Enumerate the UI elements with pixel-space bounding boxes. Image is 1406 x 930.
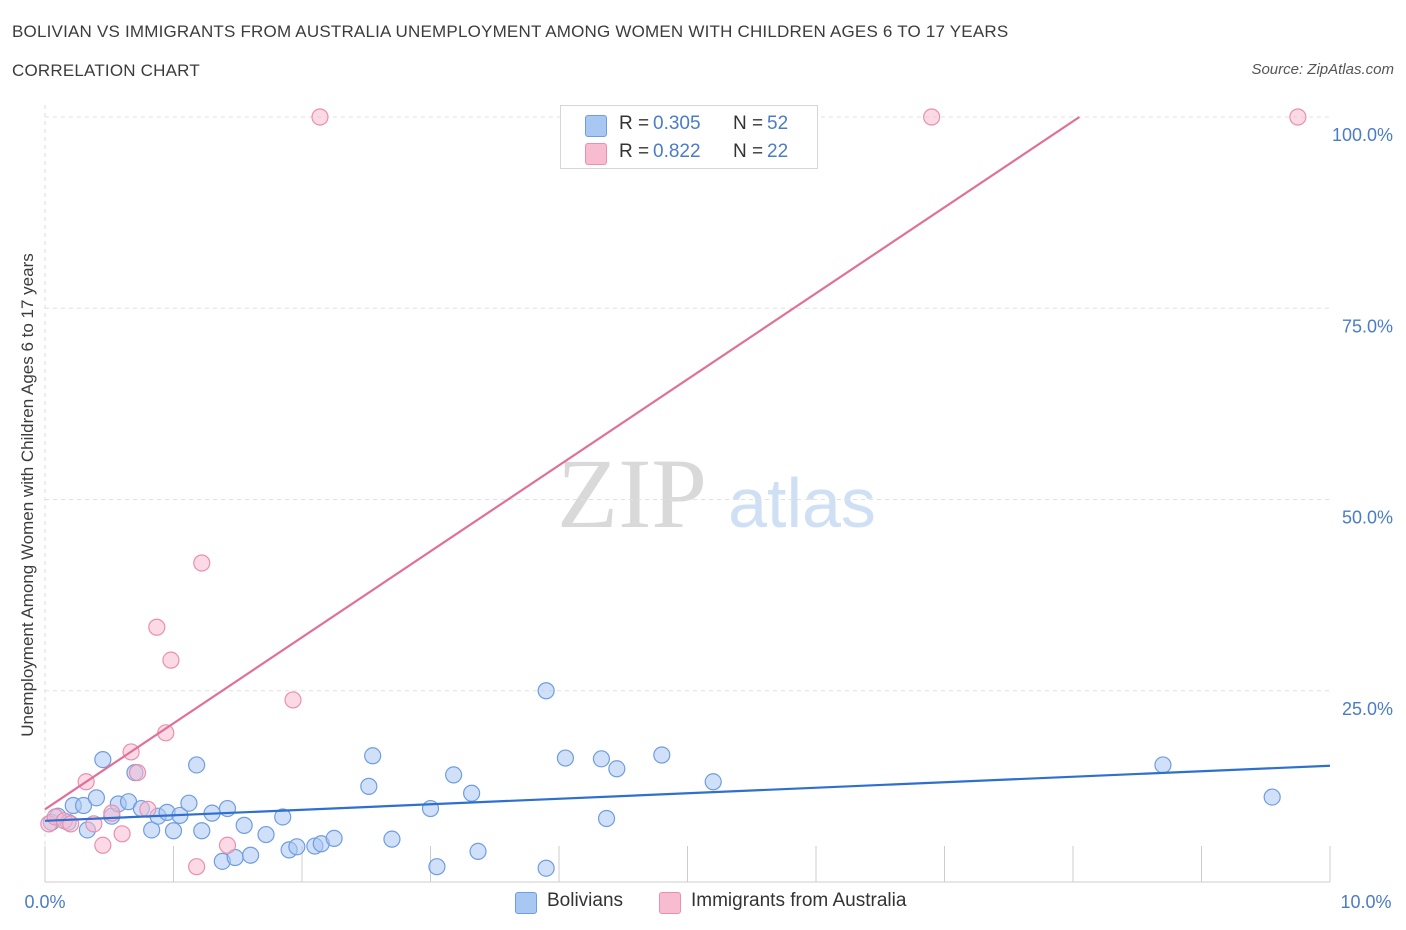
immigrants-australia-trend-line xyxy=(44,116,1081,811)
bolivians-point xyxy=(597,809,616,828)
immigrants-australia-point xyxy=(148,618,166,636)
chart-subtitle: CORRELATION CHART xyxy=(12,61,200,80)
bolivians-point xyxy=(537,859,555,877)
bolivians-point xyxy=(537,682,555,700)
immigrants-australia-point xyxy=(139,800,157,818)
immigrants-australia-point xyxy=(193,554,211,572)
immigrants-australia-point xyxy=(162,651,180,669)
n-label: N = xyxy=(733,113,764,134)
immigrants-australia-point xyxy=(113,825,131,843)
legend-label: Bolivians xyxy=(547,890,624,911)
bolivians-point xyxy=(383,830,401,848)
n-label: N = xyxy=(733,141,764,162)
legend-swatch-pink xyxy=(659,892,681,914)
bolivians-point xyxy=(94,750,112,769)
bolivians-point xyxy=(288,838,306,856)
n-value: 52 xyxy=(767,113,789,134)
immigrants-australia-point xyxy=(1289,108,1307,126)
watermark-zip: ZIP xyxy=(557,438,707,549)
bolivians-point xyxy=(325,829,343,847)
watermark-atlas: atlas xyxy=(728,464,876,542)
bolivians-point xyxy=(235,816,253,834)
bolivians-point xyxy=(164,822,183,840)
bolivians-point xyxy=(193,822,211,840)
r-label: R = xyxy=(619,113,650,134)
n-value: 22 xyxy=(767,141,789,162)
bolivians-point xyxy=(463,784,481,802)
y-tick-label: 75.0% xyxy=(1342,316,1393,336)
immigrants-australia-point xyxy=(94,836,112,854)
bolivians-point xyxy=(74,796,93,815)
bolivians-point xyxy=(653,746,671,764)
bolivians-point xyxy=(445,766,463,784)
x-tick-label-max: 10.0% xyxy=(1340,892,1391,912)
bolivians-point xyxy=(428,858,446,876)
bolivians-point xyxy=(592,750,611,768)
chart-title: BOLIVIAN VS IMMIGRANTS FROM AUSTRALIA UN… xyxy=(12,22,1009,41)
bolivians-point xyxy=(242,846,260,864)
immigrants-australia-point xyxy=(128,764,147,782)
immigrants-australia-point xyxy=(218,836,237,854)
y-tick-label: 50.0% xyxy=(1342,508,1393,528)
bolivians-point xyxy=(364,747,382,765)
legend-swatch-blue xyxy=(515,892,537,914)
bolivians-point xyxy=(1154,756,1172,774)
legend-label: Immigrants from Australia xyxy=(691,890,907,911)
bolivians-point xyxy=(1263,788,1281,806)
scatter-points xyxy=(40,108,1307,877)
r-value: 0.822 xyxy=(653,141,701,162)
legend-swatch-pink xyxy=(585,143,607,165)
bolivians-point xyxy=(469,842,487,861)
correlation-legend: R = 0.305 N = 52 R = 0.822 N = 22 xyxy=(560,105,818,169)
r-value: 0.305 xyxy=(653,113,701,134)
x-tick-label-min: 0.0% xyxy=(24,892,65,912)
immigrants-australia-point xyxy=(923,108,941,126)
immigrants-australia-point xyxy=(62,815,80,833)
immigrants-australia-point xyxy=(188,858,206,876)
bolivians-point xyxy=(704,773,722,791)
bolivians-trend-line xyxy=(44,764,1331,822)
bolivians-point xyxy=(87,789,106,807)
bolivians-point xyxy=(360,777,378,795)
bolivians-point xyxy=(257,825,275,844)
bolivians-point xyxy=(608,760,626,778)
bolivians-point xyxy=(556,749,575,767)
trend-lines xyxy=(44,116,1331,822)
source-label: Source: ZipAtlas.com xyxy=(1251,61,1394,78)
y-tick-label: 100.0% xyxy=(1332,125,1393,145)
r-label: R = xyxy=(619,141,650,162)
bolivians-point xyxy=(180,794,198,812)
y-tick-label: 25.0% xyxy=(1342,699,1393,719)
immigrants-australia-point xyxy=(284,691,302,709)
x-tick-marks xyxy=(44,846,1331,882)
bolivians-point xyxy=(143,821,161,839)
legend-swatch-blue xyxy=(585,115,607,137)
bolivians-point xyxy=(274,808,292,826)
bolivians-point xyxy=(188,756,206,774)
immigrants-australia-point xyxy=(311,108,329,126)
y-tick-labels: 25.0% 50.0% 75.0% 100.0% xyxy=(1332,125,1393,719)
